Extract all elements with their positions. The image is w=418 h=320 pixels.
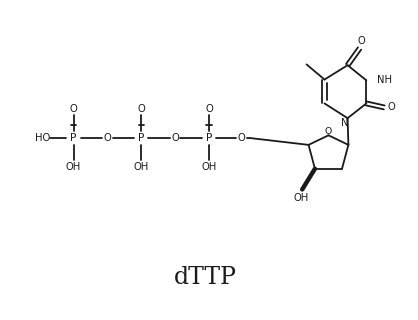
Text: OH: OH bbox=[134, 162, 149, 172]
Text: O: O bbox=[205, 104, 213, 114]
Text: NH: NH bbox=[377, 75, 393, 85]
Text: N: N bbox=[341, 118, 348, 128]
Text: OH: OH bbox=[66, 162, 81, 172]
Text: P: P bbox=[206, 133, 212, 143]
Text: HO: HO bbox=[35, 133, 50, 143]
Text: O: O bbox=[70, 104, 77, 114]
Text: O: O bbox=[104, 133, 111, 143]
Text: O: O bbox=[358, 36, 365, 46]
Text: O: O bbox=[171, 133, 179, 143]
Text: dTTP: dTTP bbox=[173, 266, 237, 289]
Text: OH: OH bbox=[293, 193, 308, 203]
Text: P: P bbox=[70, 133, 77, 143]
Text: O: O bbox=[387, 102, 395, 112]
Text: P: P bbox=[138, 133, 145, 143]
Text: O: O bbox=[325, 127, 332, 136]
Text: O: O bbox=[138, 104, 145, 114]
Text: O: O bbox=[238, 133, 245, 143]
Text: OH: OH bbox=[201, 162, 217, 172]
